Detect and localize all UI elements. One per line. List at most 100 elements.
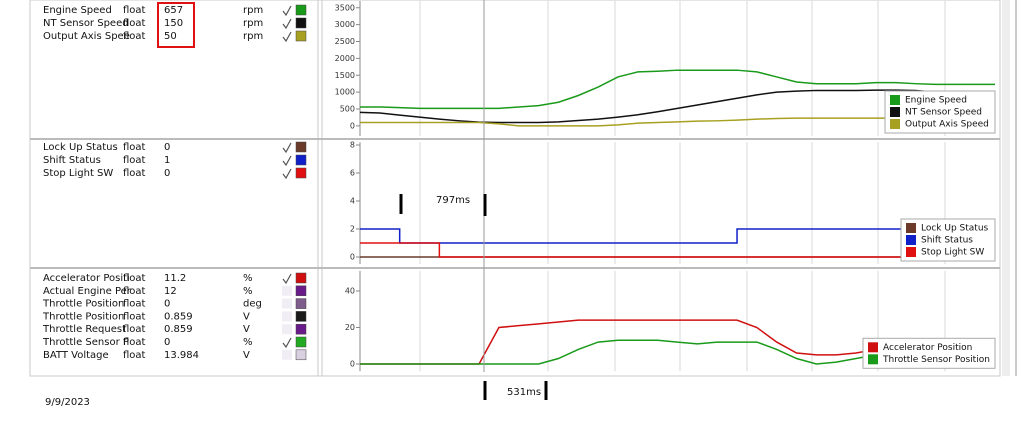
- param-name: Throttle Position: [42, 299, 124, 310]
- param-value: 1: [164, 155, 170, 166]
- param-name: Shift Status: [43, 155, 101, 166]
- color-swatch[interactable]: [295, 30, 307, 42]
- y-tick-label: 0: [350, 121, 355, 130]
- param-value: 0: [164, 299, 170, 310]
- check-box: [282, 298, 292, 309]
- param-value: 0: [164, 142, 170, 153]
- color-swatch[interactable]: [295, 323, 307, 335]
- param-unit: rpm: [243, 31, 263, 42]
- legend-swatch: [868, 342, 878, 353]
- param-value: 0.859: [164, 324, 193, 335]
- param-name: Stop Light SW: [43, 168, 113, 179]
- color-swatch[interactable]: [295, 4, 307, 16]
- y-tick-label: 20: [345, 323, 355, 332]
- y-tick-label: 3000: [335, 20, 355, 29]
- param-unit: V: [243, 311, 250, 322]
- param-value: 12: [164, 286, 177, 297]
- color-swatch[interactable]: [295, 349, 307, 361]
- legend-swatch: [890, 119, 900, 129]
- color-swatch[interactable]: [295, 311, 307, 322]
- param-value: 50: [164, 31, 177, 42]
- check-mark: [282, 337, 292, 349]
- series-line: [360, 228, 995, 244]
- param-value: 0: [164, 168, 170, 179]
- param-value: 11.2: [164, 273, 186, 284]
- param-type: float: [123, 324, 146, 335]
- param-unit: %: [243, 273, 253, 284]
- legend-label: Shift Status: [921, 236, 973, 246]
- highlight-box: [157, 2, 195, 48]
- legend-box: [900, 218, 996, 262]
- param-value: 150: [164, 18, 183, 29]
- param-name: Output Axis Spee: [43, 31, 130, 42]
- param-value: 13.984: [164, 350, 199, 361]
- param-type: float: [123, 273, 146, 284]
- check-mark: [282, 168, 292, 180]
- check-mark: [282, 142, 292, 154]
- legend-swatch: [906, 223, 916, 233]
- check-mark: [282, 5, 292, 17]
- color-swatch[interactable]: [295, 141, 307, 153]
- param-unit: %: [243, 337, 253, 348]
- check-mark: [282, 273, 292, 285]
- color-swatch[interactable]: [295, 154, 307, 166]
- series-line: [359, 89, 996, 124]
- y-tick-label: 0: [350, 359, 355, 368]
- param-name: NT Sensor Speed: [43, 18, 129, 29]
- check-mark: [282, 155, 292, 167]
- param-type: float: [123, 311, 146, 322]
- y-tick-label: 40: [345, 286, 355, 295]
- y-tick-label: 2: [350, 225, 355, 234]
- y-tick-label: 8: [350, 141, 355, 150]
- param-type: float: [123, 350, 146, 361]
- check-mark: [282, 31, 292, 43]
- legend-label: Accelerator Position: [883, 343, 972, 353]
- legend-box: [862, 337, 996, 369]
- param-type: float: [123, 5, 146, 16]
- param-value: 0: [164, 337, 170, 348]
- param-type: float: [123, 142, 146, 153]
- param-name: Throttle Position: [42, 311, 124, 322]
- check-box: [282, 311, 292, 322]
- legend-swatch: [868, 354, 878, 365]
- color-swatch[interactable]: [295, 298, 307, 309]
- legend-box: [884, 90, 996, 134]
- param-value: 657: [164, 5, 183, 16]
- legend-swatch: [890, 107, 900, 117]
- param-name: Engine Speed: [43, 5, 112, 16]
- annotation: 797ms: [436, 195, 470, 206]
- color-swatch[interactable]: [295, 17, 307, 29]
- legend-label: NT Sensor Speed: [905, 108, 982, 118]
- param-type: float: [123, 337, 146, 348]
- color-swatch[interactable]: [295, 272, 307, 284]
- scrollbar[interactable]: [1002, 0, 1010, 376]
- legend-label: Throttle Sensor Position: [882, 355, 990, 365]
- marker: [544, 381, 548, 400]
- check-box: [282, 285, 292, 296]
- color-swatch[interactable]: [295, 167, 307, 179]
- param-unit: V: [243, 324, 250, 335]
- legend-label: Engine Speed: [905, 96, 967, 106]
- y-tick-label: 3500: [335, 3, 355, 12]
- param-unit: V: [243, 350, 250, 361]
- param-type: float: [123, 168, 146, 179]
- y-tick-label: 2500: [335, 37, 355, 46]
- param-name: Actual Engine Per: [43, 286, 132, 297]
- param-name: Throttle Sensor P: [42, 337, 129, 348]
- y-tick-label: 1500: [335, 71, 355, 80]
- check-box: [282, 324, 292, 335]
- legend-label: Lock Up Status: [921, 224, 989, 234]
- param-type: float: [123, 31, 146, 42]
- window-frame: [29, 0, 1001, 377]
- legend-swatch: [906, 247, 916, 257]
- color-swatch[interactable]: [295, 285, 307, 297]
- param-type: float: [123, 155, 146, 166]
- color-swatch[interactable]: [295, 336, 307, 348]
- y-tick-label: 0: [350, 253, 355, 262]
- param-unit: rpm: [243, 18, 263, 29]
- param-type: float: [123, 18, 146, 29]
- param-type: float: [123, 299, 146, 310]
- param-unit: deg: [243, 299, 262, 310]
- param-unit: rpm: [243, 5, 263, 16]
